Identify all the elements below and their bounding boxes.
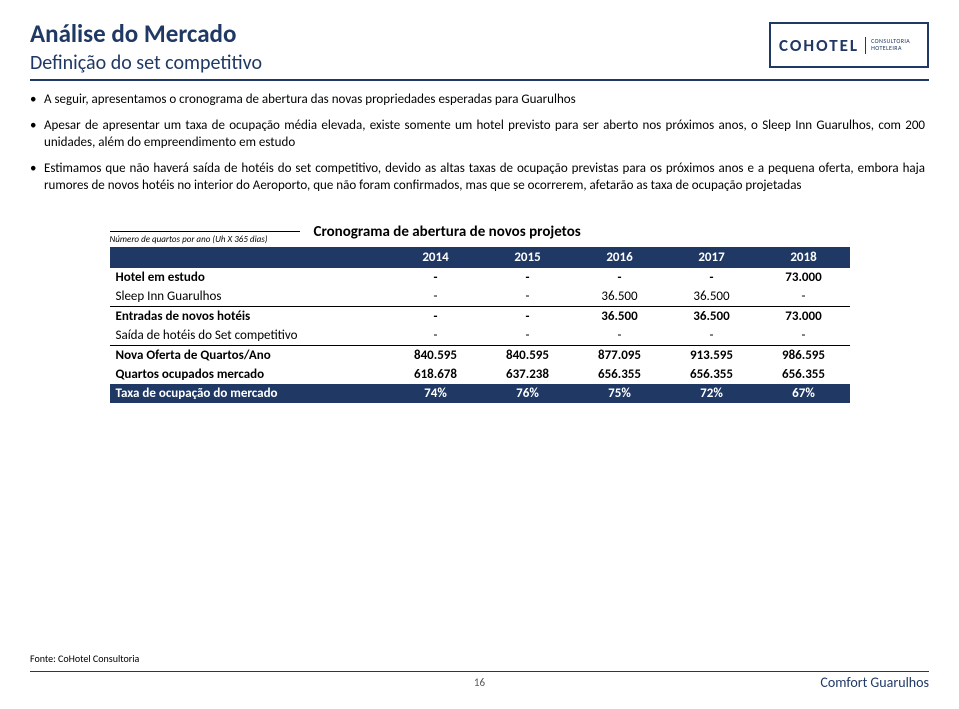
schedule-table: 2014 2015 2016 2017 2018 Hotel em estudo…: [110, 247, 850, 403]
cell: 637.238: [482, 365, 574, 384]
table-row: Hotel em estudo----73.000: [110, 268, 850, 287]
cell: -: [758, 287, 850, 307]
table-row: Saída de hotéis do Set competitivo-----: [110, 326, 850, 346]
logo-sub-text: CONSULTORIA HOTELEIRA: [866, 38, 927, 51]
cell: 986.595: [758, 345, 850, 365]
cell: 913.595: [666, 345, 758, 365]
cell: 74%: [390, 384, 482, 403]
row-label: Entradas de novos hotéis: [110, 306, 390, 326]
table-container: Número de quartos por ano (Uh X 365 dias…: [110, 223, 850, 403]
cell: -: [390, 268, 482, 287]
cell: -: [482, 326, 574, 346]
cell: 656.355: [574, 365, 666, 384]
row-label: Saída de hotéis do Set competitivo: [110, 326, 390, 346]
cell: 618.678: [390, 365, 482, 384]
cell: 36.500: [574, 306, 666, 326]
table-header-row: 2014 2015 2016 2017 2018: [110, 247, 850, 268]
cell: 840.595: [390, 345, 482, 365]
cell: -: [390, 326, 482, 346]
cell: -: [390, 306, 482, 326]
cell: 840.595: [482, 345, 574, 365]
cell: -: [482, 287, 574, 307]
page-footer: Fonte: CoHotel Consultoria 16 Comfort Gu…: [30, 652, 929, 691]
cell: 76%: [482, 384, 574, 403]
col-header: 2017: [666, 247, 758, 268]
col-header: [110, 247, 390, 268]
cell: 36.500: [666, 287, 758, 307]
table-row: Taxa de ocupação do mercado74%76%75%72%6…: [110, 384, 850, 403]
cell: -: [482, 268, 574, 287]
cell: 67%: [758, 384, 850, 403]
cell: 36.500: [666, 306, 758, 326]
cell: -: [482, 306, 574, 326]
table-row: Sleep Inn Guarulhos--36.50036.500-: [110, 287, 850, 307]
cell: -: [574, 268, 666, 287]
cell: 656.355: [758, 365, 850, 384]
col-header: 2014: [390, 247, 482, 268]
row-label: Quartos ocupados mercado: [110, 365, 390, 384]
page-number: 16: [474, 676, 485, 689]
col-header: 2015: [482, 247, 574, 268]
title-divider: [30, 79, 929, 81]
table-row: Nova Oferta de Quartos/Ano840.595840.595…: [110, 345, 850, 365]
row-label: Hotel em estudo: [110, 268, 390, 287]
row-label: Taxa de ocupação do mercado: [110, 384, 390, 403]
cell: 877.095: [574, 345, 666, 365]
cell: -: [390, 287, 482, 307]
cell: 75%: [574, 384, 666, 403]
table-row: Quartos ocupados mercado618.678637.23865…: [110, 365, 850, 384]
col-header: 2016: [574, 247, 666, 268]
brand-logo: COHOTEL CONSULTORIA HOTELEIRA: [769, 22, 929, 68]
cell: 656.355: [666, 365, 758, 384]
cell: 73.000: [758, 306, 850, 326]
footer-brand: Comfort Guarulhos: [820, 674, 929, 691]
cell: 36.500: [574, 287, 666, 307]
bullet-item: Apesar de apresentar um taxa de ocupação…: [44, 117, 929, 152]
row-label: Sleep Inn Guarulhos: [110, 287, 390, 307]
table-title: Cronograma de abertura de novos projetos: [314, 223, 581, 245]
cell: -: [666, 326, 758, 346]
table-row: Entradas de novos hotéis--36.50036.50073…: [110, 306, 850, 326]
cell: -: [666, 268, 758, 287]
col-header: 2018: [758, 247, 850, 268]
bullet-item: Estimamos que não haverá saída de hotéis…: [44, 160, 929, 195]
bullet-item: A seguir, apresentamos o cronograma de a…: [44, 91, 929, 109]
footer-source: Fonte: CoHotel Consultoria: [30, 652, 929, 665]
row-label: Nova Oferta de Quartos/Ano: [110, 345, 390, 365]
cell: 73.000: [758, 268, 850, 287]
cell: -: [758, 326, 850, 346]
table-note: Número de quartos por ano (Uh X 365 dias…: [110, 231, 300, 245]
bullet-list: A seguir, apresentamos o cronograma de a…: [30, 91, 929, 195]
cell: 72%: [666, 384, 758, 403]
cell: -: [574, 326, 666, 346]
logo-main-text: COHOTEL: [771, 37, 866, 54]
